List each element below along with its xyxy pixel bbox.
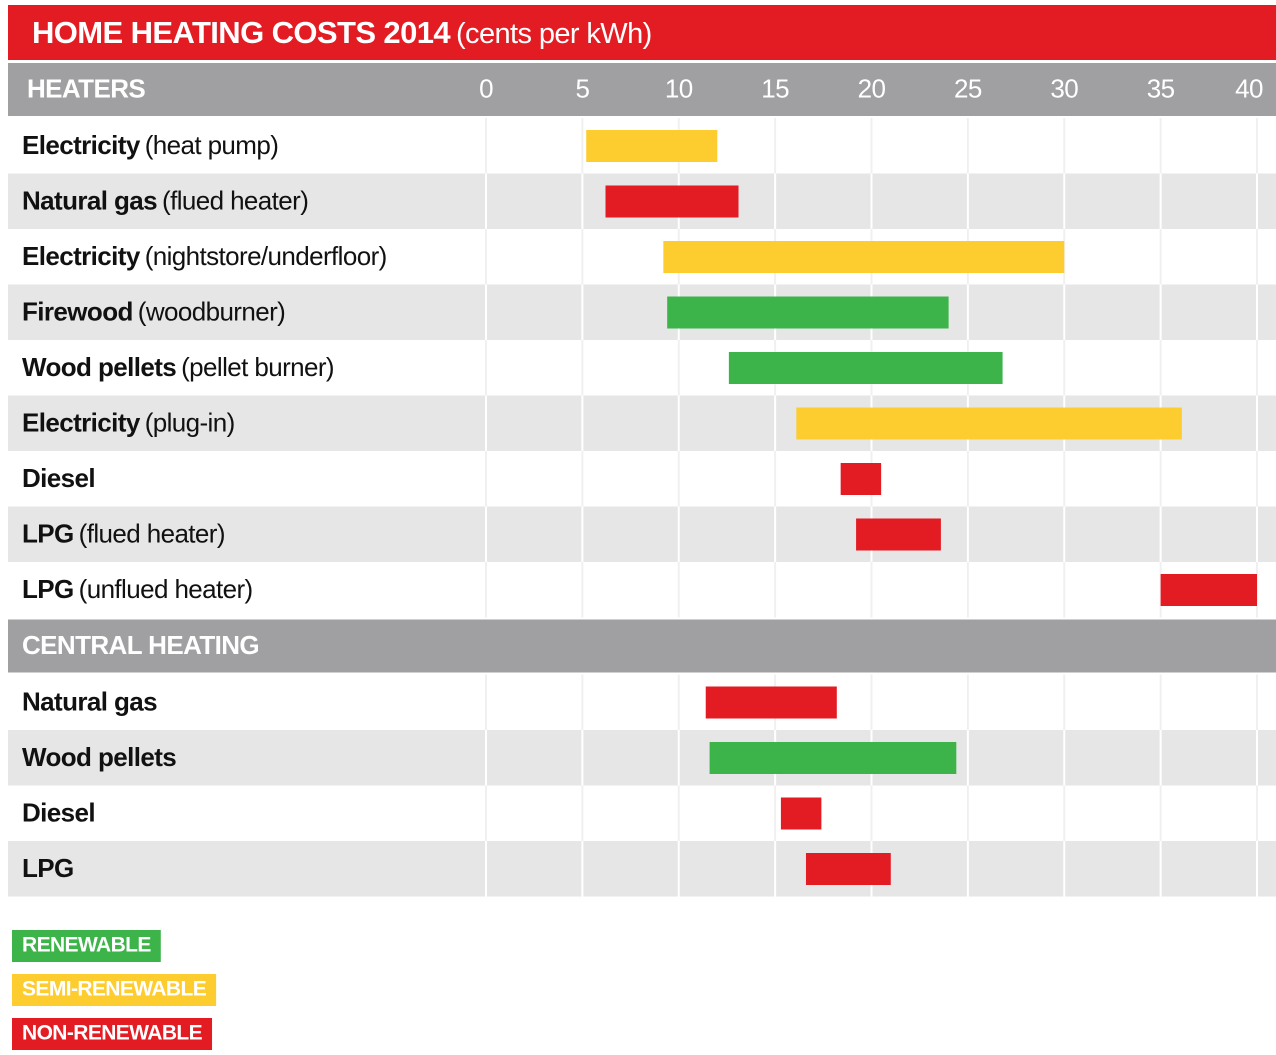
- x-tick-label: 0: [479, 73, 493, 103]
- row-label: Diesel: [22, 463, 95, 493]
- legend-label: NON-RENEWABLE: [22, 1022, 203, 1045]
- group-header: [8, 619, 1276, 673]
- row-name: Electricity: [22, 130, 141, 160]
- row-detail: (nightstore/underfloor): [145, 241, 387, 271]
- row-detail: (flued heater): [79, 518, 225, 548]
- row-label: Electricity (nightstore/underfloor): [22, 241, 387, 271]
- row-detail: (woodburner): [138, 296, 285, 326]
- range-bar: [605, 185, 739, 218]
- row-name: Firewood: [22, 296, 133, 326]
- row-band: [8, 730, 1276, 786]
- row-detail: (plug-in): [145, 407, 235, 437]
- range-bar: [586, 130, 718, 162]
- row-name: Wood pellets: [22, 742, 176, 772]
- range-bar: [840, 463, 882, 495]
- title: HOME HEATING COSTS 2014 (cents per kWh): [32, 15, 652, 50]
- row-band: [8, 841, 1276, 897]
- range-bar: [667, 296, 949, 329]
- group-label: HEATERS: [27, 73, 145, 103]
- row-label: Natural gas (flued heater): [22, 185, 308, 215]
- row-label: Wood pellets (pellet burner): [22, 352, 334, 382]
- range-bar: [705, 686, 837, 719]
- legend-swatch: [12, 930, 161, 962]
- range-bar: [709, 742, 957, 774]
- x-tick-label: 35: [1147, 73, 1175, 103]
- row-detail: (unflued heater): [79, 574, 253, 604]
- title-text: HOME HEATING COSTS 2014: [32, 15, 451, 50]
- range-bar: [856, 518, 941, 551]
- row-detail: (heat pump): [145, 130, 279, 160]
- x-tick-label: 5: [575, 73, 589, 103]
- row-detail: (flued heater): [162, 185, 308, 215]
- row-name: LPG: [22, 853, 74, 883]
- row-name: Electricity: [22, 407, 141, 437]
- subtitle: (cents per kWh): [456, 18, 652, 50]
- group-header: [8, 63, 1276, 116]
- row-label: Wood pellets: [22, 742, 176, 772]
- range-bar: [1160, 574, 1257, 606]
- row-detail: (pellet burner): [181, 352, 334, 382]
- range-bar: [663, 241, 1065, 273]
- range-bar: [796, 407, 1182, 440]
- row-name: Diesel: [22, 797, 95, 827]
- row-label: LPG (flued heater): [22, 518, 225, 548]
- row-name: Natural gas: [22, 686, 157, 716]
- row-label: Electricity (plug-in): [22, 407, 235, 437]
- group-label: CENTRAL HEATING: [22, 630, 259, 660]
- x-tick-label: 10: [665, 73, 693, 103]
- title-bar: [8, 5, 1276, 60]
- row-label: Natural gas: [22, 686, 157, 716]
- row-name: Natural gas: [22, 185, 157, 215]
- range-bar: [805, 853, 891, 885]
- legend-label: SEMI-RENEWABLE: [22, 978, 207, 1001]
- row-label: Diesel: [22, 797, 95, 827]
- row-label: LPG: [22, 853, 74, 883]
- x-tick-label: 40: [1235, 73, 1263, 103]
- row-label: LPG (unflued heater): [22, 574, 253, 604]
- x-tick-label: 15: [761, 73, 789, 103]
- row-name: Diesel: [22, 463, 95, 493]
- row-name: LPG: [22, 518, 74, 548]
- row-label: Electricity (heat pump): [22, 130, 278, 160]
- x-tick-label: 30: [1050, 73, 1078, 103]
- x-tick-label: 25: [954, 73, 982, 103]
- legend-swatch: [12, 1018, 213, 1050]
- range-bar: [728, 352, 1003, 384]
- range-bar: [780, 797, 822, 830]
- row-name: Wood pellets: [22, 352, 176, 382]
- row-name: Electricity: [22, 241, 141, 271]
- legend-swatch: [12, 974, 217, 1006]
- row-label: Firewood (woodburner): [22, 296, 285, 326]
- x-tick-label: 20: [858, 73, 886, 103]
- row-name: LPG: [22, 574, 74, 604]
- legend-label: RENEWABLE: [22, 934, 151, 957]
